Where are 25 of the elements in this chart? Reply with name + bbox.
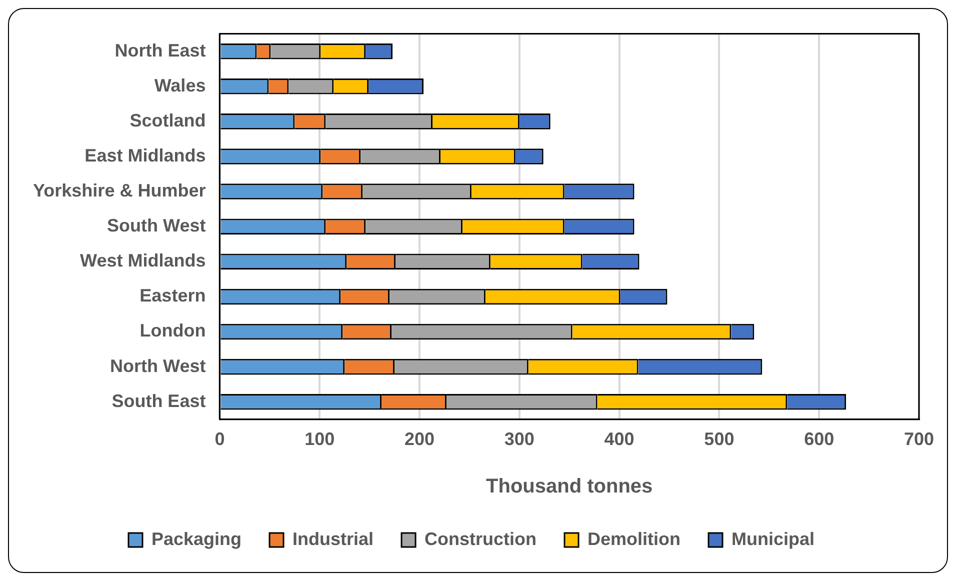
y-tick-label: Yorkshire & Humber (32, 180, 206, 201)
x-axis-title: Thousand tonnes (486, 476, 653, 498)
legend-label: Construction (424, 528, 537, 549)
y-tick-label: Eastern (140, 286, 206, 306)
x-tick-label: 500 (704, 429, 734, 450)
legend-label: Packaging (151, 528, 242, 549)
y-tick-label: London (140, 320, 206, 341)
x-tick-label: 400 (604, 429, 634, 450)
y-tick-label: South East (112, 390, 206, 411)
y-tick-label: South West (107, 216, 206, 236)
x-tick-label: 700 (904, 429, 934, 450)
x-tick-label: 300 (504, 429, 534, 450)
legend-label: Municipal (732, 528, 815, 549)
y-tick-label: North West (110, 356, 206, 376)
x-tick-label: 200 (404, 429, 435, 450)
x-tick-label: 100 (304, 429, 335, 450)
y-tick-label: Wales (154, 75, 206, 96)
y-tick-label: North East (114, 40, 206, 60)
x-tick-label: 0 (214, 429, 225, 450)
legend-label: Industrial (292, 528, 374, 549)
y-tick-label: West Midlands (80, 250, 206, 271)
y-tick-label: East Midlands (84, 145, 206, 166)
y-tick-label: Scotland (130, 110, 206, 130)
x-tick-label: 600 (804, 429, 834, 450)
legend-label: Demolition (588, 528, 681, 549)
